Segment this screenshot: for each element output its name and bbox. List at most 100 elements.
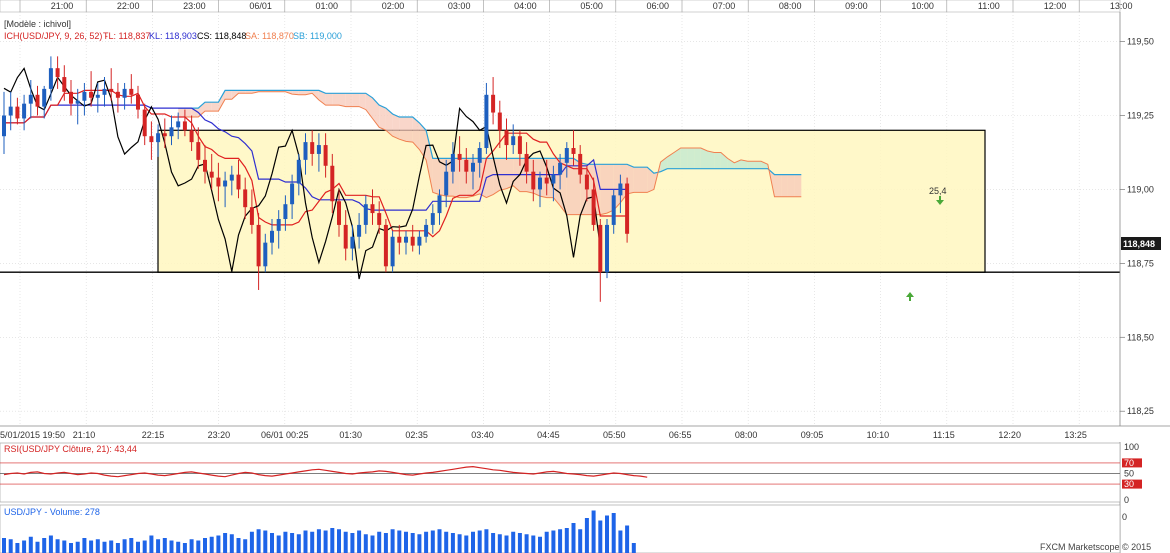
candle-body [75,100,80,104]
rsi-tick-label: 0 [1124,495,1129,505]
time-tick-label: 11:00 [978,1,1000,11]
volume-bar [357,530,362,553]
candle-body [417,236,422,246]
chikou-line [3,67,601,280]
volume-bar [598,520,603,553]
cloud-segment [178,108,185,117]
volume-bar [424,531,429,553]
candle-body [484,94,489,149]
candle-body [296,159,301,184]
candle-body [156,133,161,143]
volume-bar [404,531,408,553]
volume-bar [457,534,462,553]
kijun-line [4,104,628,211]
candle-body [491,94,496,113]
time-axis-bottom [0,426,1170,442]
volume-bar [605,515,609,553]
rsi-label: RSI(USD/JPY Clôture, 21): 43,44 [4,444,137,454]
candle-body [404,236,408,243]
cloud-segment [647,167,654,193]
cloud-segment [667,152,674,169]
time-tick-label: 08:00 [735,430,758,440]
volume-bar [584,518,589,553]
volume-bar [437,529,442,553]
cloud-segment [359,93,366,110]
cloud-segment [486,158,494,198]
candle-body [578,153,583,175]
candle-body [162,133,167,137]
cloud-segment [345,93,353,107]
candle-body [430,213,435,225]
time-tick-label: 23:00 [183,1,206,11]
volume-bar [48,535,53,553]
volume-bar [578,529,583,553]
volume-bar [8,539,13,553]
rsi-tick-label: 30 [1124,479,1134,489]
volume-bar [558,529,563,553]
volume-bar [28,536,33,553]
candle-body [424,224,429,237]
annotation-label: 25,4 [929,186,947,196]
volume-bar [343,531,348,553]
cloud-segment [412,116,420,150]
time-axis-top [0,0,1121,13]
candle-body [511,136,516,146]
cloud-segment [754,161,762,169]
rsi-tick-badge [1122,495,1142,505]
rsi-tick-label: 50 [1124,469,1134,479]
candle-body [330,165,335,202]
arrow-down-icon [936,196,944,205]
cloud-segment [432,158,440,195]
cloud-segment [231,90,239,100]
candle-body [35,94,40,107]
volume-bar [363,534,368,553]
candle-body [450,153,455,172]
candle-body [370,204,375,214]
rsi-line [3,465,648,478]
span-b-value: SB: 119,000 [293,31,342,41]
price-tick-label: 119,25 [1127,111,1154,121]
volume-bar [82,538,87,553]
candle-body [591,189,596,225]
volume-bar [531,535,536,553]
volume-bar [182,543,187,553]
rsi-levels [0,462,1120,485]
candle-body [203,159,207,172]
volume-bar [35,541,40,553]
candle-body [337,201,341,225]
candle-body [290,183,295,205]
volume-bar [89,540,94,553]
candle-body [122,88,127,98]
candle-body [524,153,529,172]
volume-bar [22,540,27,553]
time-tick-label: 21:10 [73,430,96,440]
cloud-segment [774,174,782,197]
candle-body [270,230,274,243]
volume-axis-tick: 0 [1122,512,1127,522]
volume-bar [223,533,228,553]
volume-bar [544,531,549,553]
footer-label: FXCM Marketscope © 2015 [1040,542,1151,552]
volume-bar [444,531,449,553]
candle-body [22,103,27,119]
volume-bar [625,525,630,553]
cloud-segment [493,158,500,195]
candle-body [323,145,328,166]
volume-bar [129,538,134,553]
candle-body [109,88,114,92]
candle-body [95,94,100,98]
time-tick-label: 06/01 [249,1,272,11]
candle-body [544,177,549,184]
time-tick-label: 05:00 [580,1,603,11]
candle-body [551,174,556,184]
volume-bar [203,538,207,553]
cloud-segment [566,158,574,215]
volume-bar [631,543,636,553]
cloud-segment [761,161,768,169]
volume-bar [102,541,107,553]
time-tick-label: 03:00 [448,1,471,11]
candle-body [136,94,140,110]
volume-bar [109,540,114,553]
